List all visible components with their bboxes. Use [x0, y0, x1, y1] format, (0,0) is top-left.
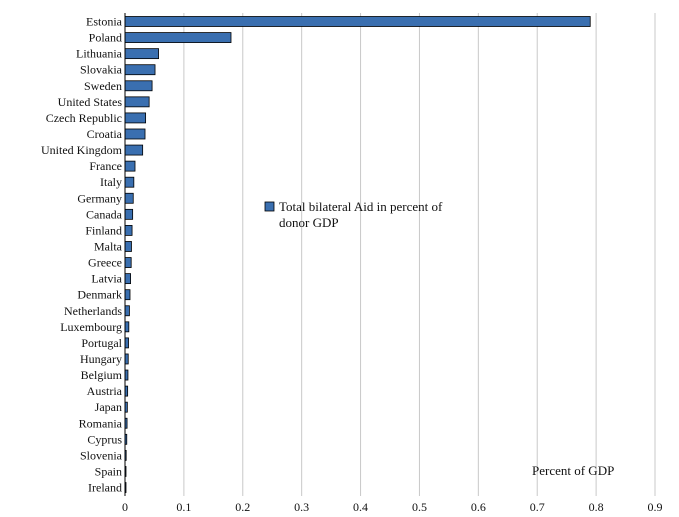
bar-germany: [124, 192, 134, 204]
bar-netherlands: [124, 305, 130, 317]
bar-france: [124, 160, 136, 172]
bar-croatia: [124, 128, 146, 140]
bar-estonia: [124, 16, 591, 27]
bar-portugal: [124, 337, 129, 349]
category-label-malta: Malta: [94, 239, 123, 253]
category-label-germany: Germany: [77, 191, 122, 205]
bar-canada: [124, 208, 134, 220]
category-label-poland: Poland: [89, 31, 122, 45]
x-tick-label-0.8: 0.8: [589, 500, 604, 514]
x-tick-label-0.1: 0.1: [176, 500, 191, 514]
category-label-luxembourg: Luxembourg: [60, 320, 122, 334]
x-tick-label-0.4: 0.4: [353, 500, 368, 514]
category-label-italy: Italy: [100, 175, 122, 189]
category-label-portugal: Portugal: [81, 336, 122, 350]
bar-italy: [124, 176, 135, 188]
legend-swatch: [264, 201, 275, 212]
category-label-ireland: Ireland: [88, 481, 122, 495]
category-label-netherlands: Netherlands: [64, 304, 122, 318]
category-label-hungary: Hungary: [80, 352, 122, 366]
category-label-denmark: Denmark: [77, 288, 122, 302]
bar-denmark: [124, 289, 131, 301]
x-tick-labels: 0 0.1 0.2 0.3 0.4 0.5 0.6 0.7 0.8 0.9: [122, 500, 663, 514]
category-label-france: France: [89, 159, 122, 173]
legend-label-line-2: donor GDP: [279, 215, 339, 230]
category-labels: Estonia Poland Lithuania Slovakia Sweden Unit…: [41, 15, 123, 495]
category-label-slovakia: Slovakia: [80, 63, 123, 77]
bar-czech-republic: [124, 112, 147, 124]
category-label-belgium: Belgium: [81, 368, 123, 382]
bar-malta: [124, 241, 132, 252]
category-label-slovenia: Slovenia: [80, 448, 123, 462]
x-tick-label-0.9: 0.9: [648, 500, 663, 514]
bar-sweden: [124, 80, 153, 92]
category-label-japan: Japan: [95, 400, 122, 414]
legend: Total bilateral Aid in percent of donor …: [264, 199, 443, 230]
category-label-canada: Canada: [86, 207, 123, 221]
x-tick-label-0.3: 0.3: [294, 500, 309, 514]
category-label-austria: Austria: [87, 384, 123, 398]
x-tick-label-0: 0: [122, 500, 128, 514]
bar-lithuania: [124, 48, 159, 60]
category-label-estonia: Estonia: [86, 15, 123, 29]
bar-luxembourg: [124, 321, 130, 333]
category-label-czech-republic: Czech Republic: [46, 111, 122, 125]
legend-label-line-1: Total bilateral Aid in percent of: [279, 199, 443, 214]
x-tick-label-0.7: 0.7: [530, 500, 545, 514]
x-tick-label-0.5: 0.5: [412, 500, 427, 514]
bar-united-kingdom: [124, 144, 144, 156]
bar-slovakia: [124, 64, 156, 76]
category-label-cyprus: Cyprus: [87, 432, 122, 446]
category-label-croatia: Croatia: [87, 127, 123, 141]
x-axis-label: Percent of GDP: [532, 463, 614, 478]
category-label-finland: Finland: [85, 223, 122, 237]
bar-united-states: [124, 96, 150, 108]
category-label-greece: Greece: [88, 256, 122, 270]
category-label-romania: Romania: [79, 416, 123, 430]
x-tick-label-0.6: 0.6: [471, 500, 486, 514]
bar-latvia: [124, 273, 131, 285]
category-label-united-states: United States: [58, 95, 123, 109]
category-label-latvia: Latvia: [91, 272, 122, 286]
gridlines: [183, 13, 656, 496]
category-label-united-kingdom: United Kingdom: [41, 143, 123, 157]
category-label-spain: Spain: [95, 464, 122, 478]
bar-poland: [124, 32, 232, 43]
x-tick-label-0.2: 0.2: [235, 500, 250, 514]
category-label-sweden: Sweden: [84, 79, 122, 93]
bar-greece: [124, 257, 132, 268]
bar-finland: [124, 225, 133, 236]
category-label-lithuania: Lithuania: [76, 47, 123, 61]
bars: [124, 16, 591, 493]
